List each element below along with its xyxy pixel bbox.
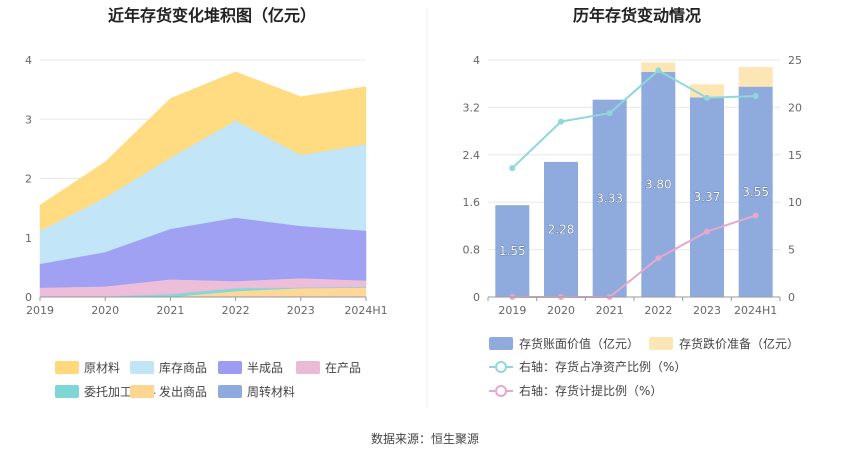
left-legend-swatch [130,361,154,374]
bar-impairment-reserve [738,67,773,87]
right-y-tick-label: 2.4 [463,149,481,162]
left-legend-swatch [130,385,154,398]
left-y-tick-label: 4 [25,54,32,67]
left-legend-label: 周转材料 [247,384,295,399]
area-原材料 [39,71,367,232]
left-areas [39,71,367,298]
right-x-tick-label: 2022 [644,304,672,317]
left-x-tick-label: 2021 [156,304,184,317]
line-point [752,93,759,100]
left-legend-label: 原材料 [84,361,120,375]
right-y-tick-label: 1.6 [463,196,481,209]
right-y2-tick-label: 25 [788,54,802,67]
bar-label-bg [593,191,626,207]
line-point [704,228,710,235]
right-legend-marker [495,385,507,397]
right-legend-swatch [489,337,513,350]
right-gridlines [488,59,780,298]
right-x-tick-label: 2024H1 [734,304,777,317]
left-y-tick-label: 2 [25,173,32,186]
right-y2-tick-label: 20 [788,101,802,114]
data-source: 数据来源：恒生聚源 [371,431,479,446]
line-point [655,255,662,262]
right-legend-label: 右轴：存货占净资产比例（%） [519,359,686,374]
left-x-tick-label: 2024H1 [344,304,387,317]
left-x-tick-label: 2023 [287,304,315,317]
bar-value-label: 2.28 [548,222,575,236]
left-legend-swatch [55,385,79,398]
bar-value-label: 3.33 [596,191,623,205]
left-x-tick-label: 2020 [91,304,119,317]
left-x-tick-label: 2022 [222,304,250,317]
bar-label-bg [545,222,577,238]
left-legend-swatch [55,361,79,374]
bar-value-label: 1.55 [499,244,526,258]
line-point [509,165,516,172]
right-legend-swatch [649,337,673,350]
bar-value-label: 3.37 [694,190,721,204]
bar-line-combo-chart: 历年存货变动情况 1.55 2.28 3.33 3.80 3.37 3.55 0 0.8 1.… [463,6,803,398]
left-legend-swatch [218,385,242,398]
right-legend-marker [495,361,507,373]
line-point [606,110,613,117]
line-point [655,67,662,74]
bar-label-bg [739,184,772,200]
left-legend-label: 在产品 [325,361,361,375]
right-y-tick-label: 0.8 [463,244,481,257]
left-chart-title: 近年存货变化堆积图（亿元） [108,6,316,25]
right-y-tick-label: 0 [473,291,480,304]
right-x-tick-label: 2021 [596,304,624,317]
line-point [704,94,710,101]
right-legend-label: 右轴：存货计提比例（%） [519,383,662,398]
right-y-tick-label: 4 [473,54,480,67]
bar-impairment-reserve [641,62,676,72]
left-x-tick-label: 2019 [26,304,54,317]
line-point [752,212,759,219]
left-y-tick-label: 1 [25,232,32,245]
left-legend-swatch [218,361,242,374]
right-x-tick-label: 2020 [547,304,575,317]
right-y2-tick-label: 0 [788,291,795,304]
right-y2-tick-label: 5 [788,244,795,257]
line-point [558,118,564,125]
bar-label-bg [691,190,723,206]
left-axis: 0 1 2 3 4 2019 2020 2021 2022 2023 2024H1 [25,54,388,317]
bar-value-label: 3.55 [742,185,769,199]
right-y-tick-label: 3.2 [463,101,481,114]
right-y2-tick-label: 10 [788,196,802,209]
right-chart-title: 历年存货变动情况 [573,6,701,25]
right-legend-label: 存货账面价值（亿元） [519,336,639,351]
line-inventory-to-net-assets [511,69,756,169]
right-x-tick-label: 2019 [498,304,526,317]
left-legend-swatch [296,361,320,374]
right-legend: 存货账面价值（亿元） 存货跌价准备（亿元） 右轴：存货占净资产比例（%） 右轴：存货计… [489,336,799,398]
left-legend-label: 库存商品 [159,360,207,375]
stacked-area-chart: 近年存货变化堆积图（亿元） 0 1 2 3 4 2019 2020 2021 2022 2023 2… [25,6,388,399]
bar-label-bg [496,244,529,260]
left-y-tick-label: 3 [25,113,32,126]
right-legend-label: 存货跌价准备（亿元） [679,336,799,351]
left-legend-label: 发出商品 [159,384,207,399]
left-legend-label: 半成品 [247,361,283,375]
bar-label-bg [642,177,675,193]
left-y-tick-label: 0 [25,291,32,304]
right-y2-tick-label: 15 [788,149,802,162]
right-axis: 0 0.8 1.6 2.4 3.2 4 0 5 10 15 20 25 2019 2020 2021 2022… [463,54,803,317]
bar-value-label: 3.80 [645,177,672,191]
right-bars: 1.55 2.28 3.33 3.80 3.37 3.55 [495,62,773,297]
right-x-tick-label: 2023 [693,304,721,317]
